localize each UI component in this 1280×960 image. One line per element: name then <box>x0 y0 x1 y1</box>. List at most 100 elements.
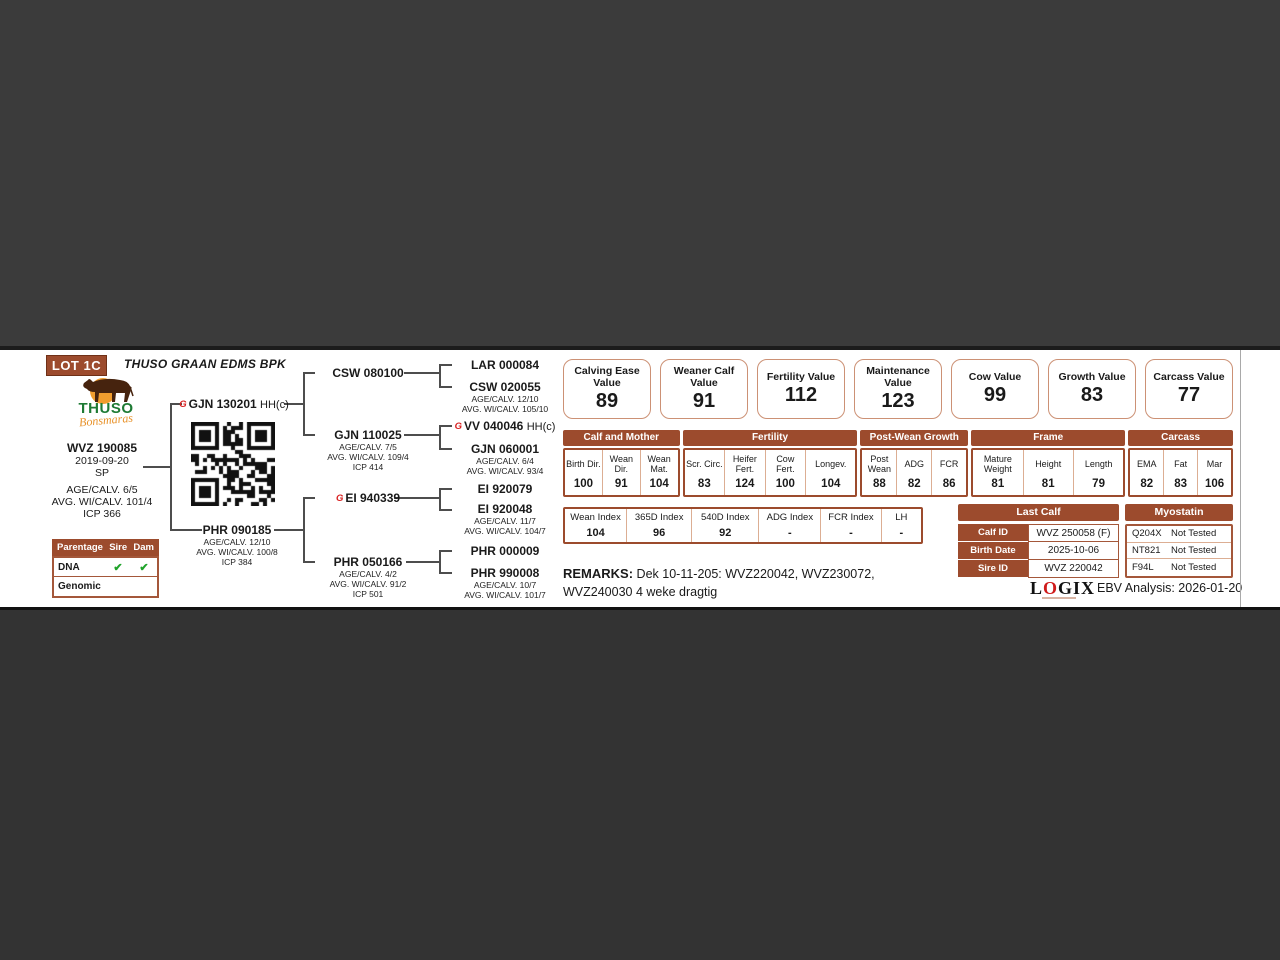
value-box-number: 123 <box>881 390 915 412</box>
stats-col: Scr. Circ. 83 <box>685 450 726 495</box>
stats-col-header: Height <box>1035 458 1062 469</box>
value-box-label: Fertility Value <box>766 371 836 383</box>
stats-col-value: 104 <box>649 478 669 490</box>
index-header: ADG Index <box>766 512 814 524</box>
pedigree-id: EI 940339 <box>345 491 401 505</box>
pedigree-detail: AGE/CALV. 7/5 <box>339 442 397 452</box>
index-cell: LH - <box>882 509 921 542</box>
logix-letter-o: O <box>1043 578 1059 598</box>
stats-col-value: 86 <box>942 478 956 490</box>
pedigree-line <box>439 425 441 450</box>
index-cell: Wean Index 104 <box>565 509 628 542</box>
stats-col-header: Fat <box>1174 458 1188 469</box>
breeder-logo: THUSO Bonsmaras <box>58 376 154 438</box>
value-box-label: Maintenance Value <box>866 365 930 389</box>
pedigree-line <box>303 497 305 563</box>
logix-letter: L <box>1030 578 1044 598</box>
remarks-block: REMARKS: Dek 10-11-205: WVZ220042, WVZ23… <box>563 565 963 601</box>
pedigree-detail: AVG. WI/CALV. 109/4 <box>327 452 409 462</box>
stats-group-carcass: Carcass EMA 82 Fat 83 Mar 106 <box>1128 430 1233 497</box>
stats-col-value: 104 <box>821 478 841 490</box>
pedigree-line <box>170 403 182 405</box>
myostatin-result: Not Tested <box>1171 528 1217 540</box>
myostatin-gene: Q204X <box>1132 528 1162 540</box>
stats-group-frame: Frame Mature Weight 81 Height 81 Length 79 <box>971 430 1126 497</box>
pedigree-line <box>303 434 315 436</box>
index-header: LH <box>895 512 908 524</box>
pedigree-dam: PHR 090185 AGE/CALV. 12/10 AVG. WI/CALV.… <box>176 523 298 567</box>
value-box-number: 77 <box>1177 384 1201 406</box>
pedigree-id: PHR 090185 <box>202 523 272 537</box>
pedigree-id: GJN 110025 <box>334 428 402 442</box>
value-box-cow: Cow Value 99 <box>951 359 1039 419</box>
index-header: 540D Index <box>700 512 750 524</box>
value-box-label: Carcass Value <box>1153 371 1225 383</box>
index-cell: 365D Index 96 <box>627 509 693 542</box>
logo-wordmark: THUSO <box>78 400 134 417</box>
index-cell: FCR Index - <box>821 509 882 542</box>
pedigree-sire: G GJN 130201 HH(c) <box>173 397 295 413</box>
last-calf-panel: Last Calf Calf ID WVZ 250058 (F) Birth D… <box>958 504 1119 578</box>
pedigree-id: GJN 130201 <box>188 397 257 411</box>
stats-col: Height 81 <box>1024 450 1074 495</box>
pedigree-ss: CSW 080100 <box>308 366 428 380</box>
stats-col-header: Mar <box>1206 458 1223 469</box>
value-box-number: 89 <box>595 390 619 412</box>
pedigree-line <box>303 561 315 563</box>
pedigree-line <box>170 529 202 531</box>
lot-badge: LOT 1C <box>46 355 107 376</box>
stats-col: Birth Dir. 100 <box>565 450 603 495</box>
index-cell: ADG Index - <box>759 509 822 542</box>
stats-col-header: Mature Weight <box>983 454 1012 474</box>
stats-col-value: 82 <box>907 478 921 490</box>
pedigree-detail: AGE/CALV. 6/4 <box>476 456 534 466</box>
stats-col: Fat 83 <box>1164 450 1199 495</box>
stats-col-value: 82 <box>1140 478 1154 490</box>
stats-col-value: 91 <box>614 478 628 490</box>
remarks-line1: REMARKS: Dek 10-11-205: WVZ220042, WVZ23… <box>563 565 963 583</box>
stats-col-value: 83 <box>1174 478 1188 490</box>
value-box-number: 112 <box>784 384 818 406</box>
animal-avg-wi-calv: AVG. WI/CALV. 101/4 <box>51 496 153 508</box>
stats-col-header: Birth Dir. <box>566 458 601 469</box>
pedigree-sds: G VV 040046 HH(c) <box>445 419 565 435</box>
catalog-sheet: LOT 1C THUSO GRAAN EDMS BPK THUSO Bonsma… <box>0 350 1280 607</box>
pedigree-line <box>303 497 315 499</box>
value-box-calving-ease: Calving Ease Value 89 <box>563 359 651 419</box>
stats-col-value: 100 <box>775 478 795 490</box>
pedigree-line <box>439 550 452 552</box>
stats-col: Heifer Fert. 124 <box>725 450 766 495</box>
value-box-row: Calving Ease Value 89 Weaner Calf Value … <box>563 359 1233 419</box>
stats-col-header: Heifer Fert. <box>732 454 757 474</box>
pedigree-line <box>394 497 439 499</box>
pedigree-line <box>439 425 452 427</box>
pedigree-line <box>303 372 305 435</box>
qr-code <box>191 422 275 506</box>
pedigree-detail: AGE/CALV. 11/7 <box>474 516 536 526</box>
value-box-number: 83 <box>1080 384 1104 406</box>
myostatin-gene: NT821 <box>1132 544 1161 556</box>
pedigree-detail: ICP 501 <box>352 589 384 599</box>
pedigree-detail: AGE/CALV. 10/7 <box>473 580 537 590</box>
stats-group-body: Birth Dir. 100 Wean Dir. 91 Wean Mat. 104 <box>563 448 680 497</box>
check-icon: ✔ <box>139 561 149 574</box>
pedigree-detail: AGE/CALV. 12/10 <box>203 537 271 547</box>
pedigree-id: EI 920079 <box>477 482 533 496</box>
value-box-weaner-calf: Weaner Calf Value 91 <box>660 359 748 419</box>
stats-col: ADG 82 <box>897 450 933 495</box>
logix-subtitle-bar <box>1042 597 1076 599</box>
pedigree-line <box>439 550 441 574</box>
pedigree-id: CSW 080100 <box>332 366 404 380</box>
stats-group-body: Mature Weight 81 Height 81 Length 79 <box>971 448 1126 497</box>
pedigree-dsd: EI 920048 AGE/CALV. 11/7 AVG. WI/CALV. 1… <box>445 502 565 536</box>
stats-col: Longev. 104 <box>806 450 855 495</box>
pedigree-line <box>170 403 172 531</box>
index-table: Wean Index 104 365D Index 96 540D Index 92 … <box>563 507 923 544</box>
last-calf-row: Calf ID WVZ 250058 (F) <box>958 524 1119 542</box>
pedigree-detail: AGE/CALV. 12/10 <box>471 394 539 404</box>
last-calf-value: 2025-10-06 <box>1028 542 1119 560</box>
pedigree-detail: AVG. WI/CALV. 104/7 <box>464 526 546 536</box>
pedigree-id: PHR 990008 <box>470 566 540 580</box>
animal-summary: WVZ 190085 2019-09-20 SP AGE/CALV. 6/5 A… <box>38 441 166 520</box>
